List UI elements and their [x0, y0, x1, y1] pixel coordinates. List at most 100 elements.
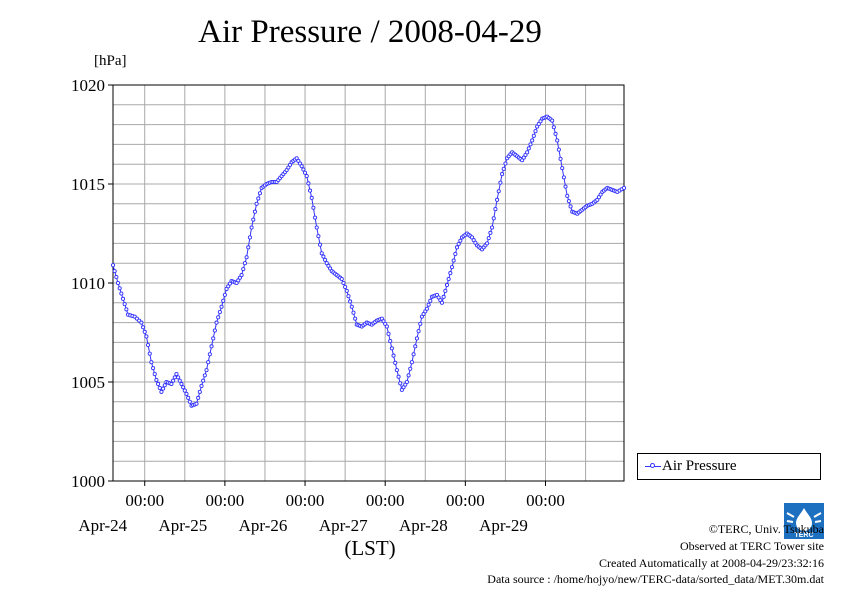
data-point [304, 174, 309, 179]
data-point [202, 373, 207, 378]
y-axis-unit-label: [hPa] [94, 53, 127, 69]
data-point [319, 251, 324, 256]
data-point [384, 324, 389, 329]
data-point [301, 167, 306, 172]
data-point [141, 325, 146, 330]
data-point [254, 201, 259, 206]
data-point [393, 360, 398, 365]
data-point [119, 291, 124, 296]
data-point [249, 225, 254, 230]
legend-marker-swatch [650, 463, 655, 468]
data-point [316, 234, 321, 239]
data-point [313, 215, 318, 220]
data-point [561, 175, 566, 180]
data-point [184, 391, 189, 396]
data-point [246, 245, 251, 250]
data-point [323, 257, 328, 262]
data-point [388, 339, 393, 344]
data-point [531, 133, 536, 138]
x-axis-tick-time-label: 00:00 [526, 491, 565, 510]
data-point [256, 196, 261, 201]
data-point [147, 351, 152, 356]
data-point [413, 344, 418, 349]
data-point [456, 242, 461, 247]
data-point [568, 204, 573, 209]
data-point [306, 181, 311, 186]
legend-label: Air Pressure [662, 458, 737, 474]
data-point [339, 276, 344, 282]
data-point [458, 238, 463, 243]
y-axis-tick-label: 1020 [71, 76, 105, 95]
data-point [117, 286, 122, 291]
data-point [156, 381, 161, 387]
data-point [196, 395, 201, 400]
credit-site: Observed at TERC Tower site [679, 539, 824, 553]
data-point [404, 379, 409, 385]
data-point [181, 385, 186, 390]
data-point [311, 205, 316, 210]
data-point [408, 366, 413, 371]
data-point [174, 372, 179, 377]
data-point [406, 373, 411, 378]
data-point [207, 352, 212, 357]
data-point [398, 381, 403, 386]
data-point [182, 388, 187, 393]
data-point [349, 304, 354, 309]
data-point [309, 195, 314, 200]
data-point [486, 236, 491, 241]
data-point [186, 395, 191, 400]
data-point [416, 329, 421, 334]
data-point [424, 306, 429, 311]
data-point [555, 138, 560, 143]
data-point [299, 164, 304, 169]
data-point [560, 166, 565, 171]
data-point [488, 230, 493, 235]
data-point [154, 377, 159, 383]
data-point [490, 225, 495, 230]
x-axis-tick-day-label: Apr-24 [78, 516, 127, 535]
data-point [485, 241, 490, 246]
data-point [530, 138, 535, 143]
data-point [144, 334, 149, 339]
data-point [426, 302, 431, 307]
data-point [441, 294, 446, 299]
data-point [414, 336, 419, 341]
data-point [251, 217, 256, 222]
y-axis-tick-label: 1005 [71, 373, 105, 392]
data-point [453, 251, 458, 257]
data-point [216, 315, 221, 320]
data-point [448, 271, 453, 276]
data-point [151, 366, 156, 371]
data-point [443, 288, 448, 293]
data-point [451, 258, 456, 263]
data-point [239, 273, 244, 278]
data-point [341, 280, 346, 286]
x-axis-tick-time-label: 00:00 [366, 491, 405, 510]
data-point [563, 184, 568, 189]
data-point [565, 193, 570, 198]
x-axis-tick-day-label: Apr-27 [319, 516, 368, 535]
data-point [120, 296, 126, 301]
data-point [449, 265, 455, 270]
terc-logo: TERC [784, 503, 824, 539]
data-point [114, 275, 119, 280]
data-point [179, 381, 184, 387]
data-point [493, 207, 498, 212]
data-point [411, 352, 416, 357]
data-point [219, 304, 224, 309]
x-axis-tick-day-label: Apr-28 [399, 516, 448, 535]
data-point [172, 375, 177, 380]
data-point [252, 209, 257, 214]
x-axis-label: (LST) [344, 536, 396, 560]
data-point [206, 360, 211, 365]
credit-created: Created Automatically at 2008-04-29/23:3… [599, 556, 824, 570]
data-point [396, 374, 401, 379]
data-point [169, 381, 174, 387]
data-point [428, 298, 433, 303]
data-point [152, 372, 157, 377]
y-axis-tick-label: 1010 [71, 274, 105, 293]
logo-wave-lines [786, 512, 822, 523]
data-point [351, 310, 356, 315]
data-point [209, 344, 214, 349]
data-point [115, 280, 121, 286]
